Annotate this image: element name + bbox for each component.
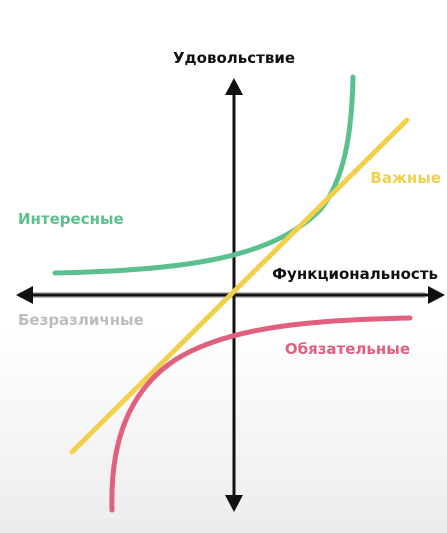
label-indifferent: Безразличные [18, 311, 144, 329]
curve-performance [69, 117, 410, 455]
y-axis-label: Удовольствие [173, 49, 295, 67]
curve-must-be [109, 315, 413, 513]
x-axis-arrow-left [16, 286, 33, 304]
x-axis-label: Функциональность [272, 265, 438, 283]
curve-attractive [52, 74, 356, 276]
label-attractive: Интересные [18, 210, 124, 228]
label-must-be: Обязательные [285, 340, 410, 358]
y-axis-arrow-down [225, 495, 243, 512]
y-axis-arrow-up [225, 78, 243, 95]
label-performance: Важные [370, 169, 441, 187]
x-axis-arrow-right [428, 286, 445, 304]
